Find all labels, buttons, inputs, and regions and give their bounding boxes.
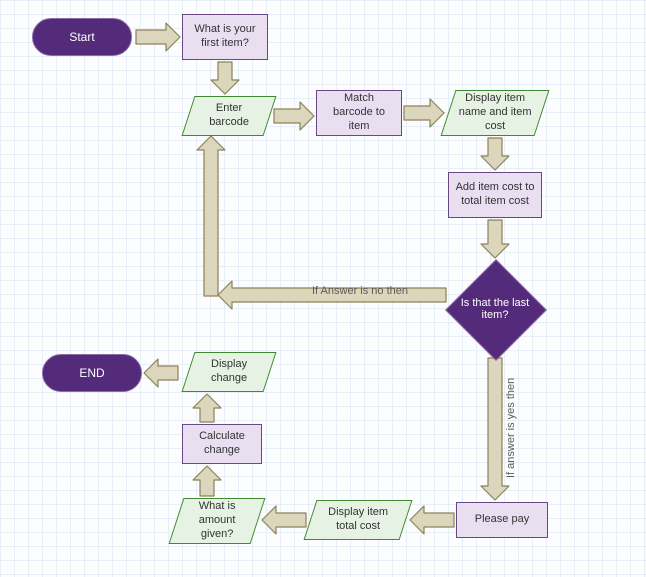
- edge-label-yes: If answer is yes then: [505, 378, 517, 478]
- node-label: Display item name and item cost: [455, 92, 535, 133]
- node-first-item: What is your first item?: [182, 14, 268, 60]
- node-calculate-change: Calculate change: [182, 424, 262, 464]
- node-label: Display change: [195, 358, 263, 386]
- node-please-pay: Please pay: [456, 502, 548, 538]
- node-label: What is amount given?: [183, 500, 251, 541]
- node-amount-given: What is amount given?: [169, 498, 266, 544]
- node-display-item: Display item name and item cost: [441, 90, 550, 136]
- node-label: What is your first item?: [189, 23, 261, 51]
- node-match-barcode: Match barcode to item: [316, 90, 402, 136]
- node-label: Add item cost to total item cost: [455, 181, 535, 209]
- node-enter-barcode: Enter barcode: [182, 96, 277, 136]
- node-display-change: Display change: [182, 352, 277, 392]
- node-add-cost: Add item cost to total item cost: [448, 172, 542, 218]
- node-display-total: Display item total cost: [304, 500, 413, 540]
- node-label: Please pay: [475, 513, 529, 527]
- node-label: Enter barcode: [195, 102, 263, 130]
- node-label: Is that the last item?: [454, 297, 536, 321]
- edge-label-no: If Answer is no then: [312, 285, 408, 297]
- node-label: Calculate change: [189, 430, 255, 458]
- node-label: Display item total cost: [317, 506, 399, 534]
- node-end: END: [42, 354, 142, 392]
- node-label: Start: [69, 30, 94, 45]
- node-last-item-decision: Is that the last item?: [446, 260, 544, 358]
- node-start: Start: [32, 18, 132, 56]
- node-label: Match barcode to item: [323, 92, 395, 133]
- node-label: END: [79, 366, 104, 381]
